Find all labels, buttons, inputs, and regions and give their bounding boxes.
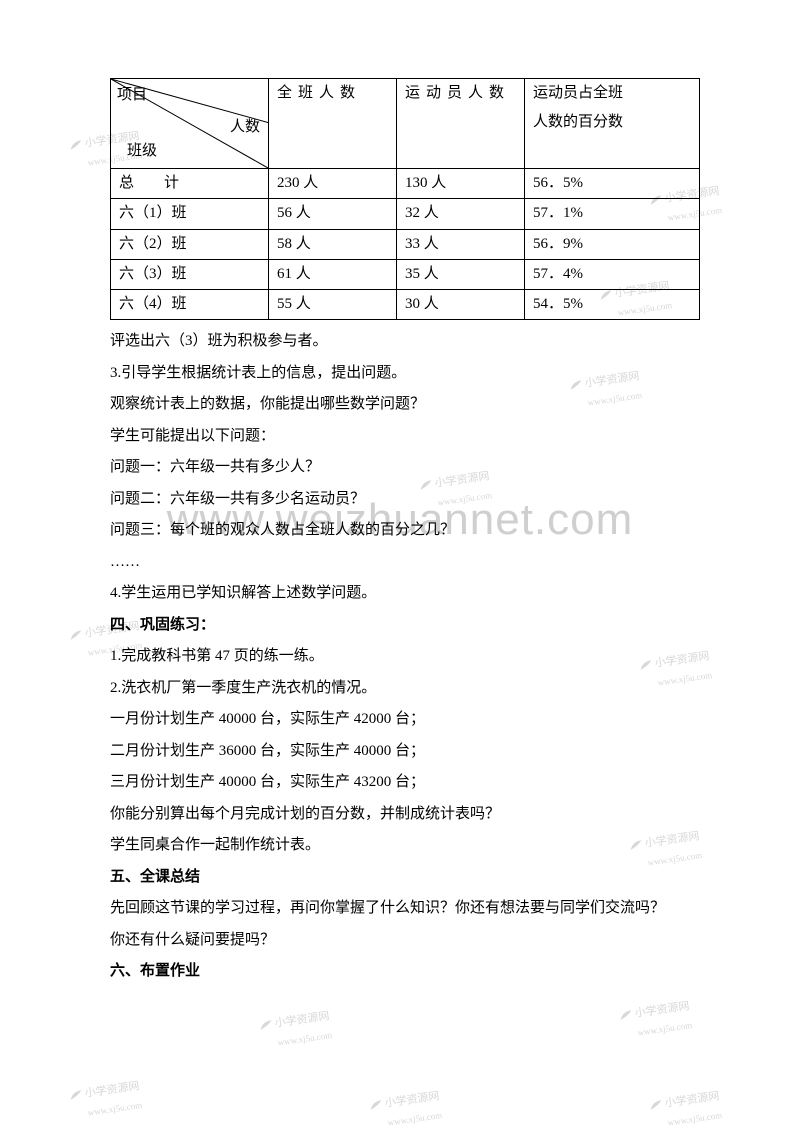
statistics-table: 项目 人数 班级 全班人数 运动员人数 运动员占全班 人数的百分数 总 计 23…	[110, 78, 700, 320]
body-line: 先回顾这节课的学习过程，再问你掌握了什么知识？你还有想法要与同学们交流吗？	[110, 893, 700, 925]
body-line: 问题一：六年级一共有多少人？	[110, 452, 700, 484]
table-cell: 32 人	[397, 199, 525, 229]
body-line: 3.引导学生根据统计表上的信息，提出问题。	[110, 358, 700, 390]
table-row: 六（3）班 61 人 35 人 57．4%	[111, 259, 700, 289]
table-cell: 总 计	[111, 169, 269, 199]
table-cell: 六（4）班	[111, 290, 269, 320]
table-cell: 230 人	[269, 169, 397, 199]
table-row: 六（4）班 55 人 30 人 54．5%	[111, 290, 700, 320]
leaf-watermark: 小学资源网www.xj5u.com	[258, 1005, 334, 1054]
body-line: 你能分别算出每个月完成计划的百分数，并制成统计表吗？	[110, 799, 700, 831]
table-row: 总 计 230 人 130 人 56．5%	[111, 169, 700, 199]
document-page: 项目 人数 班级 全班人数 运动员人数 运动员占全班 人数的百分数 总 计 23…	[0, 0, 800, 988]
body-line: 五、全课总结	[110, 862, 700, 894]
body-line: 学生可能提出以下问题：	[110, 421, 700, 453]
table-cell: 30 人	[397, 290, 525, 320]
table-cell: 56．5%	[525, 169, 700, 199]
table-cell: 57．4%	[525, 259, 700, 289]
table-diag-header: 项目 人数 班级	[111, 79, 269, 169]
leaf-watermark: 小学资源网www.xj5u.com	[68, 1075, 144, 1124]
table-cell: 130 人	[397, 169, 525, 199]
table-row: 六（2）班 58 人 33 人 56．9%	[111, 229, 700, 259]
body-text: 评选出六（3）班为积极参与者。3.引导学生根据统计表上的信息，提出问题。观察统计…	[110, 326, 700, 988]
table-cell: 六（3）班	[111, 259, 269, 289]
table-cell: 55 人	[269, 290, 397, 320]
body-line: 学生同桌合作一起制作统计表。	[110, 830, 700, 862]
table-cell: 56 人	[269, 199, 397, 229]
table-cell: 35 人	[397, 259, 525, 289]
table-row: 六（1）班 56 人 32 人 57．1%	[111, 199, 700, 229]
body-line: 六、布置作业	[110, 956, 700, 988]
diag-label-bottom: 班级	[127, 137, 157, 166]
leaf-watermark: 小学资源网www.xj5u.com	[648, 1085, 724, 1134]
body-line: 观察统计表上的数据，你能提出哪些数学问题？	[110, 389, 700, 421]
body-line: 一月份计划生产 40000 台，实际生产 42000 台；	[110, 704, 700, 736]
body-line: 二月份计划生产 36000 台，实际生产 40000 台；	[110, 736, 700, 768]
body-line: 问题三：每个班的观众人数占全班人数的百分之几？	[110, 515, 700, 547]
table-header-col4: 运动员占全班 人数的百分数	[525, 79, 700, 169]
leaf-watermark: 小学资源网www.xj5u.com	[618, 995, 694, 1044]
table-cell: 61 人	[269, 259, 397, 289]
diag-label-top: 项目	[117, 81, 147, 110]
table-header-col2: 全班人数	[269, 79, 397, 169]
body-line: 四、巩固练习：	[110, 610, 700, 642]
diag-label-right: 人数	[230, 113, 260, 142]
table-cell: 六（2）班	[111, 229, 269, 259]
body-line: 三月份计划生产 40000 台，实际生产 43200 台；	[110, 767, 700, 799]
body-line: 评选出六（3）班为积极参与者。	[110, 326, 700, 358]
table-cell: 33 人	[397, 229, 525, 259]
body-line: 你还有什么疑问要提吗？	[110, 925, 700, 957]
body-line: 4.学生运用已学知识解答上述数学问题。	[110, 578, 700, 610]
table-cell: 54．5%	[525, 290, 700, 320]
body-line: ……	[110, 547, 700, 579]
table-cell: 56．9%	[525, 229, 700, 259]
body-line: 1.完成教科书第 47 页的练一练。	[110, 641, 700, 673]
body-line: 2.洗衣机厂第一季度生产洗衣机的情况。	[110, 673, 700, 705]
table-cell: 六（1）班	[111, 199, 269, 229]
table-cell: 58 人	[269, 229, 397, 259]
leaf-watermark: 小学资源网www.xj5u.com	[368, 1085, 444, 1134]
table-cell: 57．1%	[525, 199, 700, 229]
table-header-col3: 运动员人数	[397, 79, 525, 169]
body-line: 问题二：六年级一共有多少名运动员？	[110, 484, 700, 516]
